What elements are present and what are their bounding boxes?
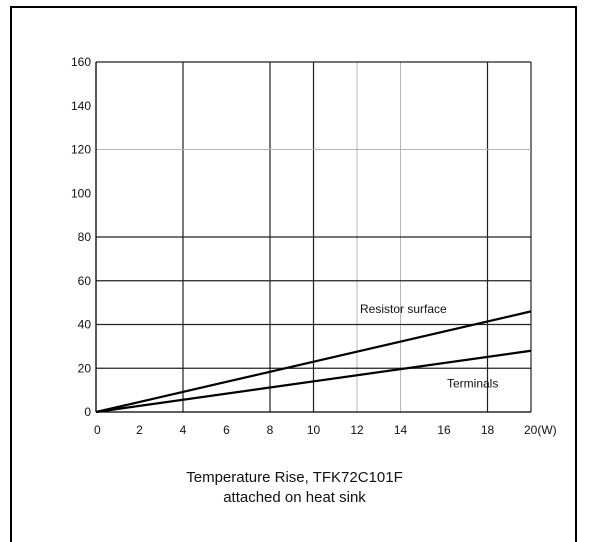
x-tick-label: 0 [94,423,101,437]
axes [95,62,531,413]
x-tick-label: 4 [180,423,187,437]
chart-caption-line-2: attached on heat sink [223,489,366,506]
series-lines [95,310,532,414]
x-tick-label: 12 [350,423,364,437]
x-tick-label: 18 [481,423,495,437]
chart-caption-line-1: Temperature Rise, TFK72C101F [186,469,403,486]
series-labels: Resistor surface Terminals [360,302,498,390]
y-tick-label: 140 [71,99,91,113]
x-tick-labels: 0 2 4 6 8 10 12 14 16 18 20(W) [94,423,557,437]
y-tick-label: 60 [78,274,92,288]
y-tick-label: 120 [71,143,91,157]
x-tick-label: 2 [136,423,143,437]
x-tick-label: 16 [437,423,451,437]
x-tick-label: 8 [267,423,274,437]
grid [96,61,532,412]
x-tick-label: 20(W) [524,423,557,437]
y-tick-labels: 0 20 40 60 80 100 120 140 160 [71,55,91,419]
y-tick-label: 20 [78,361,92,375]
y-tick-label: 0 [84,405,91,419]
series-line [95,349,532,414]
y-tick-label: 160 [71,55,91,69]
y-tick-label: 100 [71,186,91,200]
x-tick-label: 6 [223,423,230,437]
series-line [95,310,532,414]
y-tick-label: 80 [78,230,92,244]
chart-frame [10,6,577,542]
series-label: Resistor surface [360,302,447,316]
x-tick-label: 14 [394,423,408,437]
x-tick-label: 10 [307,423,321,437]
series-label: Terminals [447,377,498,391]
y-tick-label: 40 [78,318,92,332]
